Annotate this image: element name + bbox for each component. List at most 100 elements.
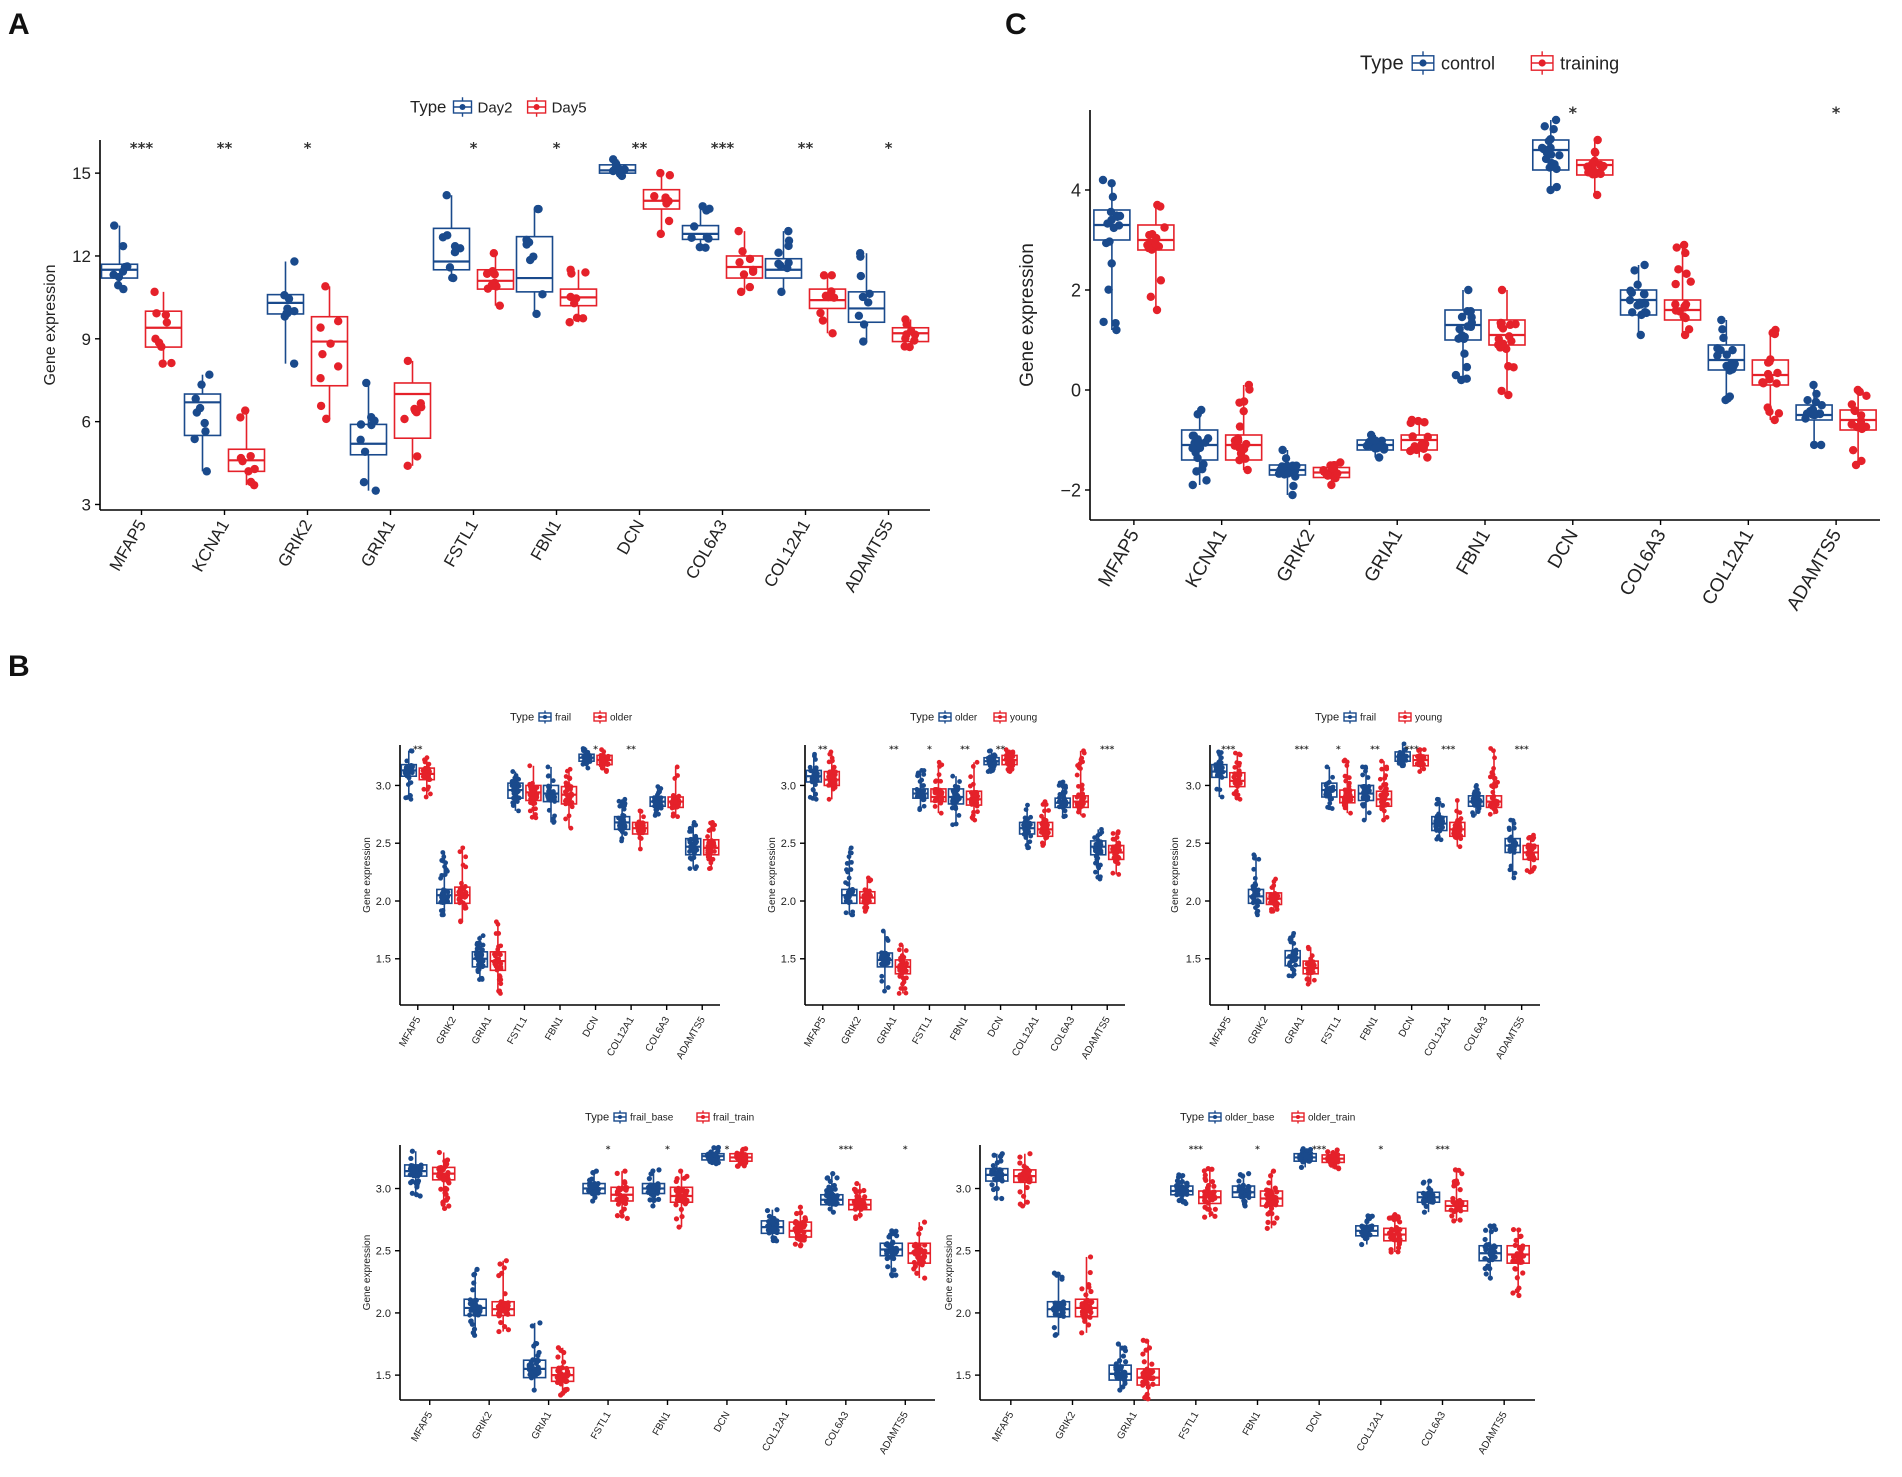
data-point (1417, 747, 1423, 753)
data-point (846, 875, 852, 881)
data-point (792, 1241, 798, 1247)
data-point (738, 247, 747, 256)
legend-key-dot (618, 1115, 622, 1119)
data-point (845, 869, 850, 875)
data-point (857, 1188, 863, 1195)
data-point (774, 248, 783, 257)
data-point (510, 769, 516, 774)
data-point (1475, 791, 1481, 797)
data-point (318, 349, 327, 359)
data-point (459, 880, 464, 886)
data-point (794, 1224, 800, 1230)
data-point (1343, 778, 1349, 784)
data-point (764, 1207, 771, 1214)
data-point (1287, 960, 1293, 966)
data-point (712, 849, 717, 854)
data-point (710, 856, 716, 862)
box-frail-gria1 (1284, 930, 1301, 979)
data-point (1636, 330, 1645, 340)
data-point (438, 1170, 444, 1176)
data-point (1074, 772, 1080, 778)
data-point (529, 1323, 535, 1329)
chart-panel-b2: 1.5 2.0 2.5 3.0 Gene expression MFAP5 GRIK2 GRI… (767, 710, 1125, 1061)
data-point (896, 991, 902, 996)
data-point (1237, 772, 1243, 778)
box-young-fbn1 (965, 759, 983, 823)
data-point (601, 753, 606, 758)
box-young-adamts5 (1522, 832, 1539, 875)
data-point (1306, 946, 1311, 952)
data-point (1377, 776, 1383, 782)
data-point (824, 1175, 830, 1181)
box-young-adamts5 (1107, 829, 1125, 877)
data-point (1763, 358, 1773, 367)
data-point (1759, 379, 1768, 388)
box-day2-mfap5 (100, 221, 139, 294)
data-point (529, 814, 535, 820)
data-point (605, 754, 611, 760)
data-point (444, 868, 450, 874)
data-point (734, 226, 743, 236)
y-tick-label: 3.0 (376, 1183, 391, 1195)
data-point (1119, 1345, 1125, 1351)
data-point (1417, 441, 1427, 451)
data-point (529, 792, 535, 797)
data-point (333, 362, 343, 371)
data-point (1366, 784, 1372, 789)
data-point (440, 908, 446, 913)
data-point (975, 809, 980, 815)
data-point (1149, 1361, 1155, 1367)
legend-label: older (955, 713, 978, 724)
box-control-dcn (1531, 115, 1570, 195)
x-tick-label: MFAP5 (397, 1015, 423, 1049)
data-point (832, 769, 838, 775)
box-control-mfap5 (1093, 175, 1131, 335)
data-point (1269, 1211, 1275, 1217)
data-point (246, 451, 255, 461)
data-point (955, 784, 961, 790)
data-point (920, 788, 926, 794)
data-point (921, 803, 927, 809)
box-frail-gria1 (471, 933, 489, 982)
data-point (1330, 774, 1335, 780)
data-point (824, 292, 833, 302)
data-point (1325, 1155, 1331, 1161)
data-point (794, 1219, 800, 1225)
data-point (191, 394, 200, 403)
data-point (581, 268, 590, 277)
data-point (1383, 765, 1389, 771)
data-point (827, 271, 836, 280)
data-point (1493, 798, 1499, 804)
data-point (1307, 1156, 1313, 1162)
data-point (1239, 397, 1249, 406)
data-point (619, 1185, 625, 1191)
data-point (743, 1160, 749, 1166)
data-point (1528, 853, 1534, 859)
data-point (1041, 823, 1047, 829)
data-point (1330, 784, 1336, 790)
data-point (1180, 1172, 1186, 1179)
data-point (670, 793, 676, 798)
data-point (647, 1197, 653, 1203)
data-point (784, 241, 793, 251)
data-point (532, 800, 538, 806)
data-point (1393, 1225, 1400, 1231)
x-tick-label: COL6A3 (1462, 1015, 1491, 1054)
data-point (922, 1275, 928, 1281)
data-point (1145, 1384, 1151, 1390)
data-point (1265, 1211, 1271, 1217)
data-point (650, 192, 659, 201)
data-point (1234, 783, 1240, 788)
data-point (1511, 850, 1517, 855)
data-point (1102, 238, 1111, 248)
data-point (167, 358, 176, 368)
data-point (830, 1199, 836, 1205)
data-point (1089, 1299, 1095, 1305)
box-young-fstl1 (1339, 757, 1356, 816)
data-point (921, 772, 927, 777)
data-point (884, 956, 889, 962)
significance-label: ** (889, 745, 899, 755)
data-point (1324, 764, 1330, 770)
data-point (362, 378, 371, 388)
data-point (1116, 1364, 1122, 1370)
